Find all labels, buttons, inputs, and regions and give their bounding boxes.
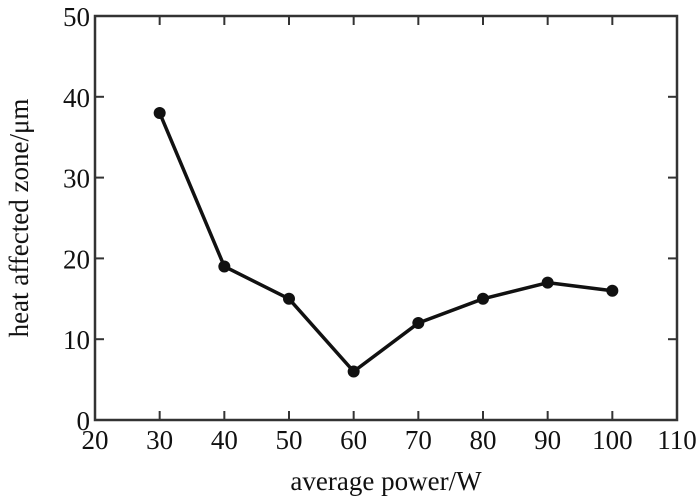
data-point bbox=[477, 292, 489, 305]
data-point bbox=[283, 292, 295, 305]
data-point bbox=[153, 106, 166, 119]
data-point bbox=[541, 276, 554, 289]
x-tick-label: 100 bbox=[592, 425, 633, 455]
x-tick-label: 80 bbox=[470, 425, 497, 455]
y-tick-label: 10 bbox=[63, 325, 90, 355]
data-point bbox=[606, 284, 619, 297]
y-tick-label: 30 bbox=[63, 164, 90, 194]
data-point bbox=[347, 365, 360, 378]
series bbox=[153, 106, 619, 378]
data-point bbox=[412, 317, 425, 330]
x-tick-label: 50 bbox=[276, 425, 303, 455]
y-tick-label: 40 bbox=[63, 83, 90, 113]
y-axis-label: heat affected zone/μm bbox=[4, 99, 34, 338]
x-tick-label: 60 bbox=[340, 425, 367, 455]
x-axis-label: average power/W bbox=[290, 466, 482, 496]
x-tick-label: 70 bbox=[405, 425, 432, 455]
x-tick-label: 20 bbox=[82, 425, 109, 455]
data-point bbox=[218, 260, 231, 273]
series-line bbox=[158, 112, 613, 374]
y-tick-label: 0 bbox=[77, 406, 91, 436]
x-tick-label: 90 bbox=[534, 425, 561, 455]
x-tick-label: 40 bbox=[211, 425, 238, 455]
x-tick-label: 110 bbox=[657, 425, 697, 455]
ticks: 20 30 40 50 60 70 80 90 100 110 0 10 20 30 40 50 bbox=[63, 2, 697, 455]
plot-frame bbox=[93, 14, 679, 422]
y-tick-label: 20 bbox=[63, 244, 90, 274]
y-tick-label: 50 bbox=[63, 2, 90, 32]
x-tick-label: 30 bbox=[146, 425, 173, 455]
